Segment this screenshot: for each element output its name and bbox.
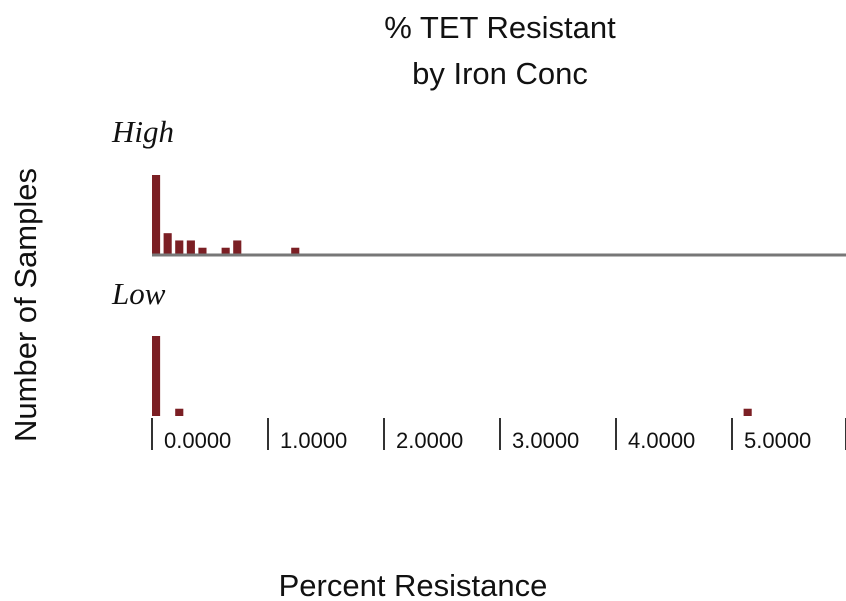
x-tick-label: 2.0000 bbox=[396, 428, 463, 453]
x-tick-label: 5.0000 bbox=[744, 428, 811, 453]
bar bbox=[152, 175, 161, 255]
bar bbox=[743, 408, 752, 416]
bar bbox=[186, 240, 195, 255]
bar bbox=[221, 247, 230, 255]
chart-subtitle: by Iron Conc bbox=[412, 56, 588, 91]
x-tick-label: 0.0000 bbox=[164, 428, 231, 453]
bar bbox=[175, 408, 184, 416]
bar bbox=[291, 247, 300, 255]
x-axis-label: Percent Resistance bbox=[279, 568, 548, 601]
bar bbox=[163, 233, 172, 255]
x-tick-label: 4.0000 bbox=[628, 428, 695, 453]
bar bbox=[152, 336, 161, 416]
panel-label: High bbox=[111, 114, 174, 149]
bar bbox=[175, 240, 184, 255]
x-tick-label: 3.0000 bbox=[512, 428, 579, 453]
panel-label: Low bbox=[111, 276, 166, 311]
bar bbox=[233, 240, 242, 255]
x-tick-label: 1.0000 bbox=[280, 428, 347, 453]
chart-title: % TET Resistant bbox=[384, 10, 616, 45]
y-axis-label: Number of Samples bbox=[8, 168, 43, 442]
bar bbox=[198, 247, 207, 255]
